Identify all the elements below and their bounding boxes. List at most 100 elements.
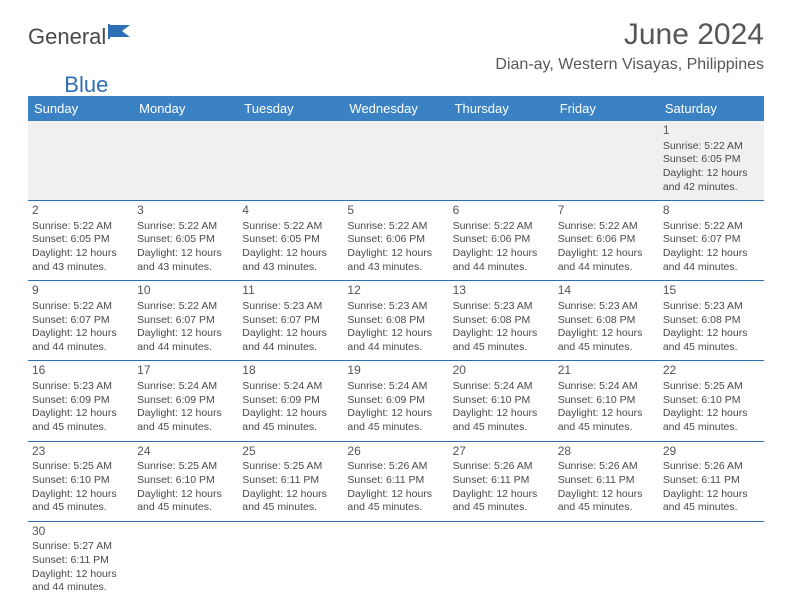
sunrise-line: Sunrise: 5:22 AM (32, 220, 129, 234)
daylight-line: Daylight: 12 hours and 44 minutes. (347, 327, 444, 354)
calendar-day-cell: 30Sunrise: 5:27 AMSunset: 6:11 PMDayligh… (28, 521, 133, 601)
logo-text-blue: Blue (64, 72, 108, 98)
sunrise-line: Sunrise: 5:26 AM (663, 460, 760, 474)
calendar-table: Sunday Monday Tuesday Wednesday Thursday… (28, 96, 764, 601)
day-number: 23 (32, 444, 129, 460)
daylight-line: Daylight: 12 hours and 45 minutes. (663, 407, 760, 434)
sunset-line: Sunset: 6:10 PM (453, 394, 550, 408)
day-number: 28 (558, 444, 655, 460)
calendar-day-cell: 20Sunrise: 5:24 AMSunset: 6:10 PMDayligh… (449, 361, 554, 441)
day-number: 14 (558, 283, 655, 299)
day-number: 18 (242, 363, 339, 379)
calendar-day-cell: 7Sunrise: 5:22 AMSunset: 6:06 PMDaylight… (554, 201, 659, 281)
sunrise-line: Sunrise: 5:26 AM (347, 460, 444, 474)
day-number: 3 (137, 203, 234, 219)
location-subtitle: Dian-ay, Western Visayas, Philippines (495, 56, 764, 74)
calendar-day-cell (659, 521, 764, 601)
sunrise-line: Sunrise: 5:23 AM (32, 380, 129, 394)
calendar-day-cell: 5Sunrise: 5:22 AMSunset: 6:06 PMDaylight… (343, 201, 448, 281)
calendar-week-row: 9Sunrise: 5:22 AMSunset: 6:07 PMDaylight… (28, 281, 764, 361)
sunset-line: Sunset: 6:07 PM (663, 233, 760, 247)
calendar-day-cell: 6Sunrise: 5:22 AMSunset: 6:06 PMDaylight… (449, 201, 554, 281)
calendar-day-cell: 22Sunrise: 5:25 AMSunset: 6:10 PMDayligh… (659, 361, 764, 441)
day-number: 21 (558, 363, 655, 379)
sunset-line: Sunset: 6:08 PM (453, 314, 550, 328)
day-number: 11 (242, 283, 339, 299)
calendar-day-cell: 18Sunrise: 5:24 AMSunset: 6:09 PMDayligh… (238, 361, 343, 441)
sunset-line: Sunset: 6:06 PM (453, 233, 550, 247)
sunrise-line: Sunrise: 5:24 AM (137, 380, 234, 394)
sunset-line: Sunset: 6:10 PM (137, 474, 234, 488)
sunrise-line: Sunrise: 5:23 AM (242, 300, 339, 314)
day-header: Saturday (659, 96, 764, 121)
daylight-line: Daylight: 12 hours and 43 minutes. (242, 247, 339, 274)
logo-text-general: General (28, 24, 106, 50)
calendar-day-cell: 19Sunrise: 5:24 AMSunset: 6:09 PMDayligh… (343, 361, 448, 441)
daylight-line: Daylight: 12 hours and 45 minutes. (558, 488, 655, 515)
daylight-line: Daylight: 12 hours and 42 minutes. (663, 167, 760, 194)
day-number: 26 (347, 444, 444, 460)
day-number: 30 (32, 524, 129, 540)
calendar-day-cell (554, 521, 659, 601)
calendar-day-cell: 12Sunrise: 5:23 AMSunset: 6:08 PMDayligh… (343, 281, 448, 361)
day-number: 1 (663, 123, 760, 139)
calendar-day-cell: 8Sunrise: 5:22 AMSunset: 6:07 PMDaylight… (659, 201, 764, 281)
sunrise-line: Sunrise: 5:25 AM (32, 460, 129, 474)
calendar-week-row: 2Sunrise: 5:22 AMSunset: 6:05 PMDaylight… (28, 201, 764, 281)
sunset-line: Sunset: 6:11 PM (242, 474, 339, 488)
day-header: Sunday (28, 96, 133, 121)
daylight-line: Daylight: 12 hours and 44 minutes. (137, 327, 234, 354)
daylight-line: Daylight: 12 hours and 44 minutes. (32, 327, 129, 354)
sunrise-line: Sunrise: 5:22 AM (137, 220, 234, 234)
sunrise-line: Sunrise: 5:24 AM (242, 380, 339, 394)
daylight-line: Daylight: 12 hours and 45 minutes. (453, 407, 550, 434)
day-header-row: Sunday Monday Tuesday Wednesday Thursday… (28, 96, 764, 121)
calendar-day-cell (238, 121, 343, 201)
sunset-line: Sunset: 6:05 PM (663, 153, 760, 167)
calendar-week-row: 16Sunrise: 5:23 AMSunset: 6:09 PMDayligh… (28, 361, 764, 441)
sunrise-line: Sunrise: 5:22 AM (32, 300, 129, 314)
sunset-line: Sunset: 6:08 PM (558, 314, 655, 328)
day-header: Friday (554, 96, 659, 121)
calendar-day-cell: 23Sunrise: 5:25 AMSunset: 6:10 PMDayligh… (28, 441, 133, 521)
calendar-day-cell: 17Sunrise: 5:24 AMSunset: 6:09 PMDayligh… (133, 361, 238, 441)
calendar-day-cell (133, 521, 238, 601)
calendar-day-cell: 11Sunrise: 5:23 AMSunset: 6:07 PMDayligh… (238, 281, 343, 361)
day-header: Monday (133, 96, 238, 121)
calendar-day-cell: 24Sunrise: 5:25 AMSunset: 6:10 PMDayligh… (133, 441, 238, 521)
sunset-line: Sunset: 6:10 PM (663, 394, 760, 408)
sunset-line: Sunset: 6:05 PM (137, 233, 234, 247)
sunset-line: Sunset: 6:05 PM (32, 233, 129, 247)
page-title: June 2024 (495, 18, 764, 52)
daylight-line: Daylight: 12 hours and 44 minutes. (453, 247, 550, 274)
calendar-day-cell (554, 121, 659, 201)
daylight-line: Daylight: 12 hours and 45 minutes. (558, 327, 655, 354)
day-header: Wednesday (343, 96, 448, 121)
sunrise-line: Sunrise: 5:23 AM (347, 300, 444, 314)
daylight-line: Daylight: 12 hours and 45 minutes. (137, 407, 234, 434)
day-header: Thursday (449, 96, 554, 121)
sunset-line: Sunset: 6:08 PM (347, 314, 444, 328)
sunset-line: Sunset: 6:09 PM (32, 394, 129, 408)
daylight-line: Daylight: 12 hours and 44 minutes. (242, 327, 339, 354)
day-number: 27 (453, 444, 550, 460)
logo-flag-icon (108, 22, 134, 45)
calendar-week-row: 1Sunrise: 5:22 AMSunset: 6:05 PMDaylight… (28, 121, 764, 201)
sunset-line: Sunset: 6:07 PM (242, 314, 339, 328)
calendar-day-cell (28, 121, 133, 201)
sunrise-line: Sunrise: 5:26 AM (453, 460, 550, 474)
daylight-line: Daylight: 12 hours and 45 minutes. (558, 407, 655, 434)
daylight-line: Daylight: 12 hours and 44 minutes. (558, 247, 655, 274)
sunset-line: Sunset: 6:08 PM (663, 314, 760, 328)
calendar-day-cell: 28Sunrise: 5:26 AMSunset: 6:11 PMDayligh… (554, 441, 659, 521)
sunset-line: Sunset: 6:10 PM (32, 474, 129, 488)
calendar-day-cell: 2Sunrise: 5:22 AMSunset: 6:05 PMDaylight… (28, 201, 133, 281)
day-number: 9 (32, 283, 129, 299)
day-number: 22 (663, 363, 760, 379)
calendar-day-cell: 4Sunrise: 5:22 AMSunset: 6:05 PMDaylight… (238, 201, 343, 281)
calendar-day-cell: 1Sunrise: 5:22 AMSunset: 6:05 PMDaylight… (659, 121, 764, 201)
daylight-line: Daylight: 12 hours and 45 minutes. (347, 407, 444, 434)
sunrise-line: Sunrise: 5:24 AM (347, 380, 444, 394)
calendar-day-cell: 3Sunrise: 5:22 AMSunset: 6:05 PMDaylight… (133, 201, 238, 281)
sunset-line: Sunset: 6:05 PM (242, 233, 339, 247)
